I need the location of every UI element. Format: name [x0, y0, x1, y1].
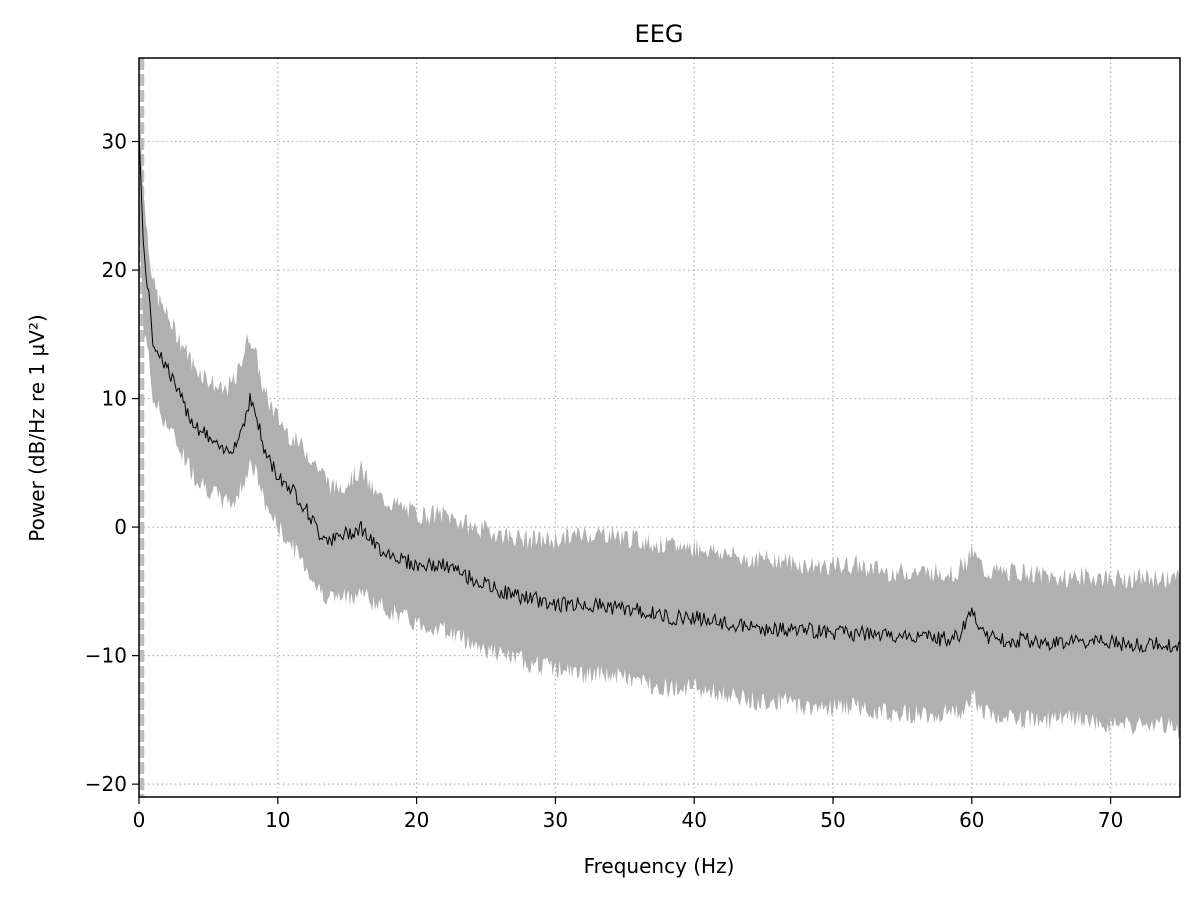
y-tick-label: 30 [102, 130, 127, 154]
x-tick-label: 60 [959, 808, 984, 832]
x-tick-label: 30 [543, 808, 568, 832]
x-tick-label: 0 [133, 808, 146, 832]
x-tick-label: 40 [681, 808, 706, 832]
psd-spread-band [139, 77, 1180, 741]
plot-frame [138, 57, 1181, 798]
psd-mean-line [138, 134, 1181, 653]
y-tick-label: 10 [102, 387, 127, 411]
y-axis-label: Power (dB/Hz re 1 µV²) [25, 314, 49, 541]
y-tick-label: 0 [114, 515, 127, 539]
x-tick-label: 50 [820, 808, 845, 832]
y-tick-label: −10 [85, 644, 127, 668]
x-tick-label: 10 [265, 808, 290, 832]
y-tick-label: 20 [102, 258, 127, 282]
x-tick-label: 20 [404, 808, 429, 832]
x-axis-label: Frequency (Hz) [584, 854, 735, 878]
chart-title: EEG [635, 20, 684, 48]
x-tick-label: 70 [1098, 808, 1123, 832]
x-ticks: 0 10 20 30 40 50 60 70 [133, 797, 1123, 832]
y-tick-label: −20 [85, 772, 127, 796]
line-layer [138, 134, 1181, 653]
y-ticks: −20 −10 0 10 20 30 [85, 130, 139, 796]
band-layer [139, 77, 1180, 741]
